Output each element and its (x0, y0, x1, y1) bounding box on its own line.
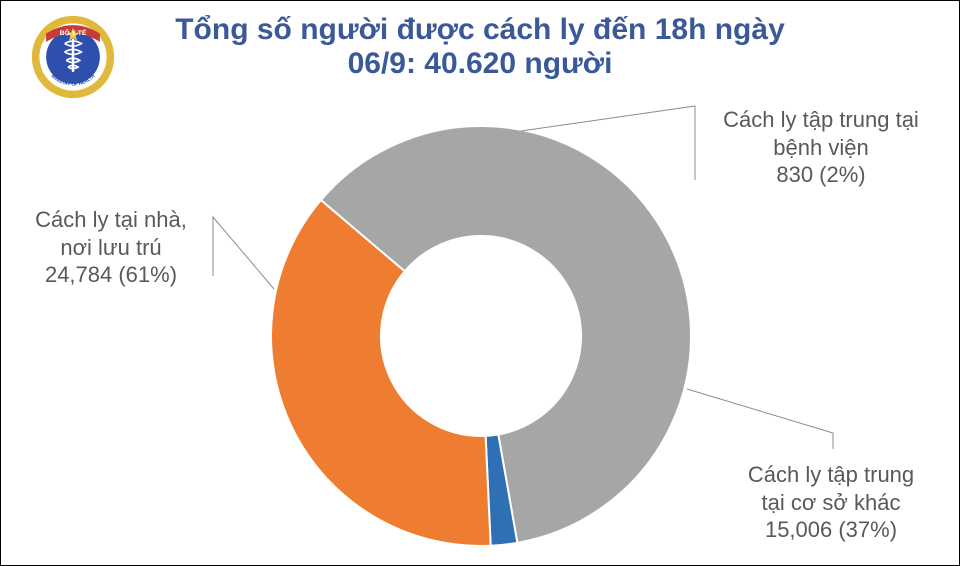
label-home: Cách ly tại nhà, nơi lưu trú 24,784 (61%… (11, 206, 211, 289)
label-other: Cách ly tập trung tại cơ sở khác 15,006 … (706, 461, 956, 544)
leader-home (213, 217, 274, 289)
leader-other (687, 389, 833, 449)
label-hospital: Cách ly tập trung tại bệnh viện 830 (2%) (691, 106, 951, 189)
chart-container: { "title": { "line1": "Tổng số người đượ… (0, 0, 960, 566)
donut-segments (271, 126, 691, 546)
